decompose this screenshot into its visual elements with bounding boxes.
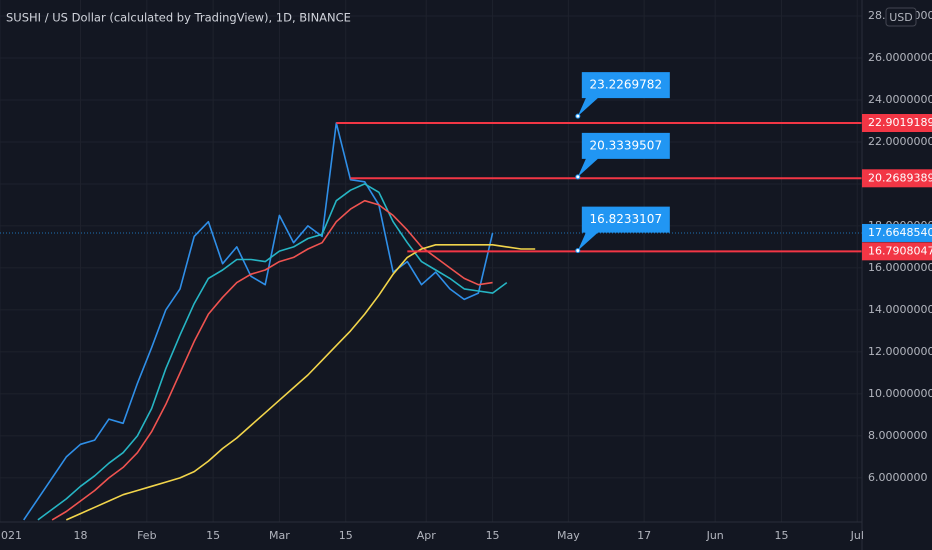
level-label-box: [862, 114, 932, 133]
x-tick-label: Apr: [417, 529, 437, 542]
y-tick-label: 6.0000000: [868, 471, 928, 484]
y-tick-label: 16.0000000: [868, 261, 932, 274]
x-tick-label: Jul: [850, 529, 864, 542]
chart-title: SUSHI / US Dollar (calculated by Trading…: [6, 11, 351, 25]
callout-box: [577, 132, 670, 177]
y-tick-label: 12.0000000: [868, 345, 932, 358]
x-tick-label: 17: [637, 529, 651, 542]
grid: [0, 0, 862, 522]
axes: 6.0000000 8.0000000 10.0000000 12.0000000 14…: [0, 9, 932, 542]
x-tick-label: Feb: [137, 529, 156, 542]
callout-label: 23.2269782: [590, 78, 663, 92]
series-line: [65, 244, 536, 521]
x-tick-label: 18: [74, 529, 88, 542]
x-tick-label: Mar: [269, 529, 290, 542]
series-line: [37, 183, 508, 521]
x-tick-label: 2021: [0, 529, 22, 542]
y-tick-label: 14.0000000: [868, 303, 932, 316]
x-tick-label: 15: [774, 529, 788, 542]
series-line: [51, 199, 493, 521]
x-tick-label: Jun: [706, 529, 724, 542]
callout-box: [577, 72, 670, 117]
level-label-box: [862, 169, 932, 188]
level-label: 16.7908047: [868, 244, 932, 257]
y-tick-label: 8.0000000: [868, 429, 928, 442]
price-label: 17.6648540: [868, 226, 932, 239]
x-tick-label: May: [557, 529, 580, 542]
callout-label: 20.3339507: [590, 138, 663, 152]
callout-anchor: [575, 174, 581, 180]
currency[interactable]: USD: [889, 11, 913, 24]
level-label: 20.2689389: [868, 171, 932, 184]
callout-box: [577, 206, 670, 251]
plot: 23.2269782 20.3339507 16.8233107: [0, 72, 862, 521]
x-tick-label: 15: [206, 529, 220, 542]
y-tick-label: 26.0000000: [868, 51, 932, 64]
y-tick-label: 10.0000000: [868, 387, 932, 400]
callout-anchor: [575, 113, 581, 119]
series-line: [23, 122, 494, 521]
y-tick-label: 22.0000000: [868, 135, 932, 148]
x-tick-label: 15: [339, 529, 353, 542]
price-label-box: [862, 223, 932, 242]
callout-anchor: [575, 248, 581, 254]
level-label-box: [862, 242, 932, 261]
level-label: 22.9019189: [868, 116, 932, 129]
currency-box[interactable]: [885, 7, 917, 27]
x-tick-label: 15: [486, 529, 500, 542]
y-tick-label: 24.0000000: [868, 93, 932, 106]
callout-label: 16.8233107: [590, 212, 663, 226]
